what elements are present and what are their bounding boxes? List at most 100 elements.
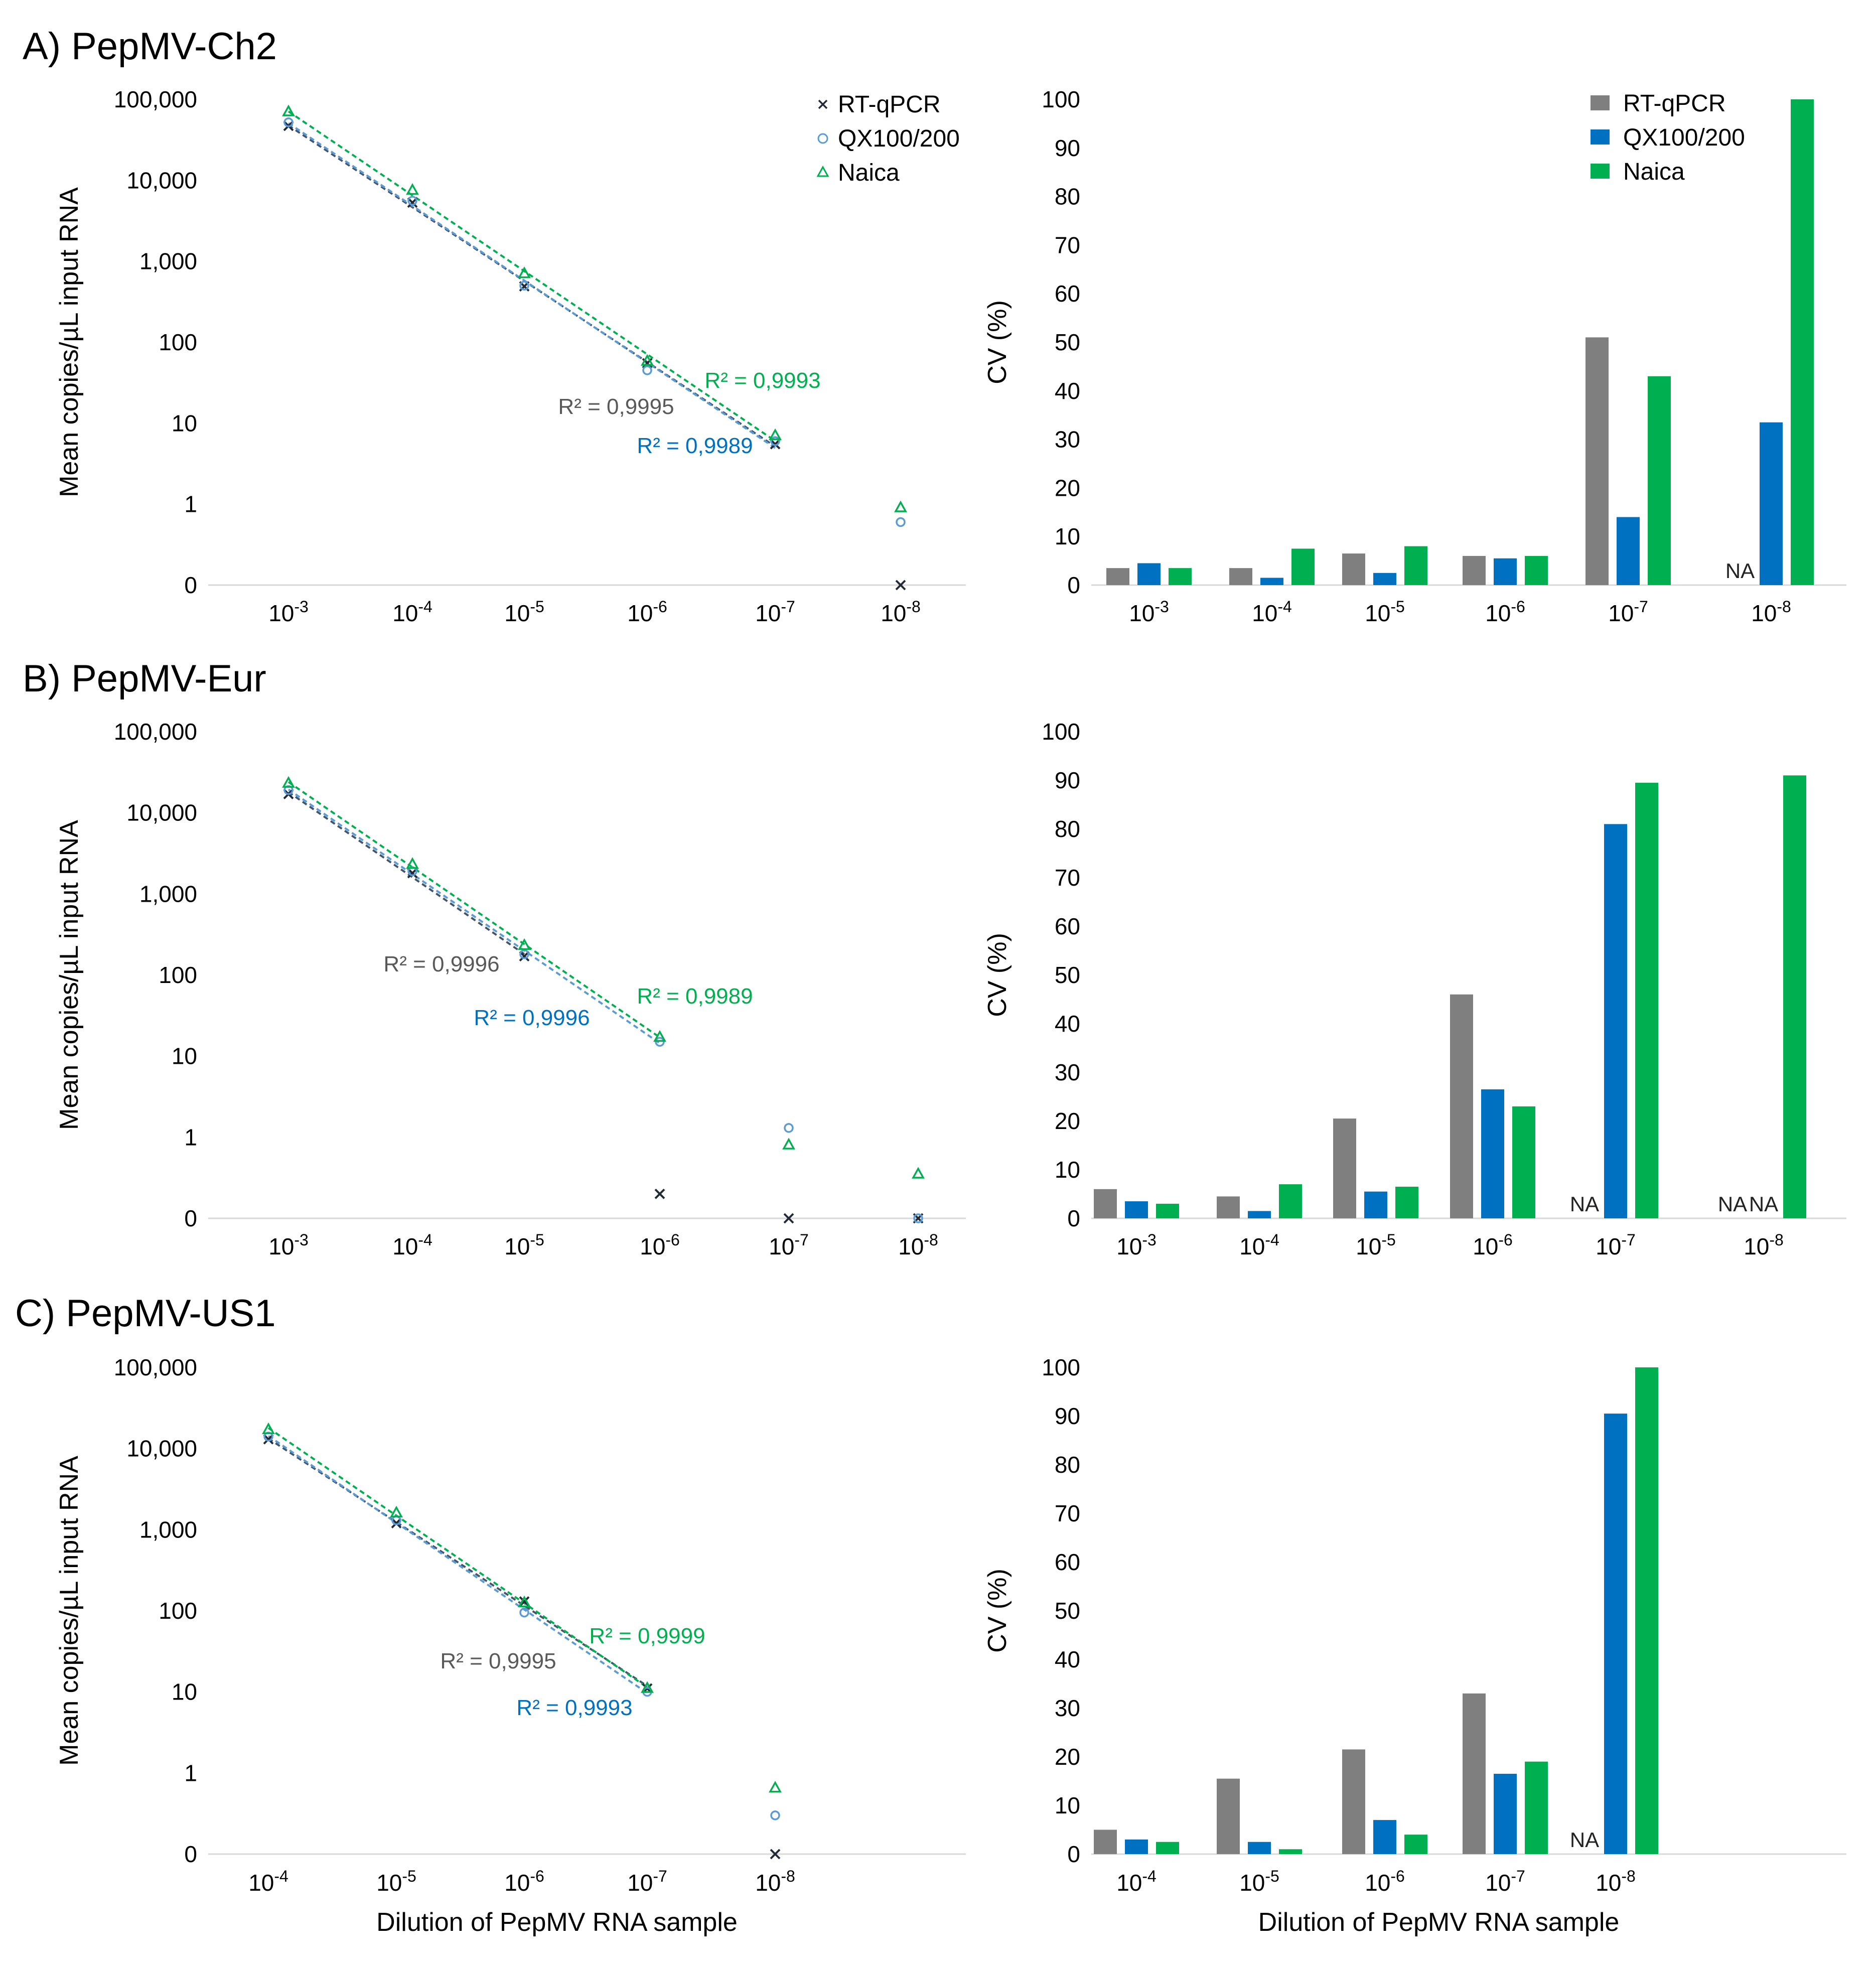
x-axis-title: Dilution of PepMV RNA sample — [1258, 1908, 1620, 1937]
y-axis-title: CV (%) — [983, 1569, 1012, 1653]
x-tick-label: 10-8 — [755, 1867, 795, 1896]
y-tick-label: 60 — [1055, 913, 1080, 939]
y-tick-label: 90 — [1055, 1403, 1080, 1429]
bar-rt-qpcr — [1094, 1829, 1117, 1854]
bar-naica — [1635, 782, 1658, 1218]
marker-naica — [406, 183, 419, 195]
trendline-qx100-200 — [287, 122, 776, 449]
legend-swatch — [1591, 164, 1610, 179]
na-label: NA — [1570, 1828, 1599, 1852]
marker-qx100-200 — [407, 196, 417, 206]
r2-label: R² = 0,9989 — [637, 984, 753, 1009]
y-tick-label: 100 — [1042, 719, 1080, 745]
y-tick-label: 20 — [1055, 475, 1080, 501]
panel-title: B) PepMV-Eur — [23, 657, 266, 700]
y-tick-label: 20 — [1055, 1744, 1080, 1770]
y-tick-label: 10,000 — [126, 167, 197, 193]
bar-qx100-200 — [1364, 1191, 1387, 1218]
bar-qx100-200 — [1137, 563, 1161, 585]
bar-qx100-200 — [1494, 1773, 1517, 1854]
bar-qx100-200 — [1494, 558, 1517, 585]
bar-rt-qpcr — [1450, 994, 1473, 1218]
trendline-rt-qpcr — [267, 1438, 648, 1687]
marker-naica — [518, 266, 531, 278]
marker-naica — [653, 1030, 666, 1042]
r2-label: R² = 0,9993 — [704, 368, 820, 393]
bar-rt-qpcr — [1217, 1196, 1240, 1218]
legend: RT-qPCR QX100/200 Naica — [1591, 90, 1745, 185]
r2-label: R² = 0,9995 — [440, 1649, 556, 1673]
y-axis-title: Mean copies/µL input RNA — [55, 1456, 84, 1766]
legend-marker — [816, 165, 829, 177]
x-tick-label: 10-5 — [1365, 598, 1405, 626]
marker-qx100-200 — [770, 1810, 780, 1820]
marker-naica — [262, 1422, 275, 1435]
x-tick-label: 10-5 — [376, 1867, 416, 1896]
bar-qx100-200 — [1604, 824, 1627, 1218]
x-tick-label: 10-7 — [1608, 598, 1648, 626]
bar-rt-qpcr — [1342, 553, 1365, 585]
marker-qx100-200 — [913, 1213, 923, 1223]
marker-naica — [518, 938, 531, 950]
y-tick-label: 10 — [1055, 1157, 1080, 1183]
marker-naica — [282, 104, 295, 116]
marker-naica — [641, 1681, 654, 1693]
y-tick-label: 10,000 — [126, 1436, 197, 1462]
y-tick-label: 90 — [1055, 135, 1080, 161]
bar-rt-qpcr — [1463, 1693, 1486, 1854]
x-tick-label: 10-4 — [392, 1231, 432, 1259]
y-tick-label: 0 — [1067, 1205, 1080, 1231]
bar-rt-qpcr — [1106, 568, 1129, 585]
y-tick-label: 1 — [184, 491, 197, 517]
marker-qx100-200 — [283, 117, 294, 127]
bar-qx100-200 — [1617, 517, 1640, 585]
marker-naica — [912, 1167, 925, 1179]
y-tick-label: 10,000 — [126, 800, 197, 826]
y-tick-label: 10 — [172, 410, 197, 436]
legend-label: Naica — [1623, 159, 1685, 185]
legend-label: Naica — [838, 160, 900, 186]
marker-qx100-200 — [519, 949, 529, 959]
y-axis-title: CV (%) — [983, 300, 1012, 384]
y-tick-label: 0 — [1067, 572, 1080, 598]
x-tick-label: 10-6 — [627, 598, 667, 626]
y-tick-label: 10 — [172, 1679, 197, 1705]
x-tick-label: 10-7 — [755, 598, 795, 626]
x-tick-label: 10-6 — [640, 1231, 680, 1259]
y-tick-label: 1,000 — [139, 881, 197, 907]
y-axis-title: CV (%) — [983, 933, 1012, 1017]
bar-qx100-200 — [1760, 422, 1783, 585]
bar-rt-qpcr — [1094, 1189, 1117, 1218]
y-tick-label: 1 — [184, 1760, 197, 1786]
legend: RT-qPCR QX100/200 Naica — [816, 91, 960, 186]
legend-label: QX100/200 — [838, 125, 960, 152]
marker-qx100-200 — [519, 280, 529, 291]
panel-title: C) PepMV-US1 — [15, 1292, 276, 1335]
r2-label: R² = 0,9995 — [558, 394, 674, 419]
r2-label: R² = 0,9996 — [474, 1006, 590, 1030]
x-tick-label: 10-5 — [1356, 1231, 1396, 1259]
bar-naica — [1525, 1761, 1548, 1854]
bar-naica — [1791, 99, 1814, 585]
r2-label: R² = 0,9996 — [383, 952, 499, 976]
marker-rt-qpcr — [263, 1434, 274, 1445]
y-tick-label: 40 — [1055, 378, 1080, 404]
y-tick-label: 0 — [184, 1205, 197, 1231]
x-tick-label: 10-7 — [1485, 1867, 1525, 1896]
marker-naica — [769, 428, 782, 441]
marker-naica — [282, 776, 295, 788]
y-tick-label: 100 — [159, 329, 197, 355]
bar-naica — [1783, 775, 1806, 1218]
bar-naica — [1279, 1849, 1302, 1854]
na-label: NA — [1570, 1192, 1599, 1216]
y-tick-label: 30 — [1055, 1695, 1080, 1721]
trendline-naica — [287, 110, 776, 442]
panel-title: A) PepMV-Ch2 — [23, 25, 277, 68]
x-tick-label: 10-8 — [1596, 1867, 1636, 1896]
x-tick-label: 10-6 — [1473, 1231, 1513, 1259]
x-tick-label: 10-6 — [504, 1867, 544, 1896]
legend-label: QX100/200 — [1623, 124, 1745, 151]
x-tick-label: 10-8 — [881, 598, 921, 626]
